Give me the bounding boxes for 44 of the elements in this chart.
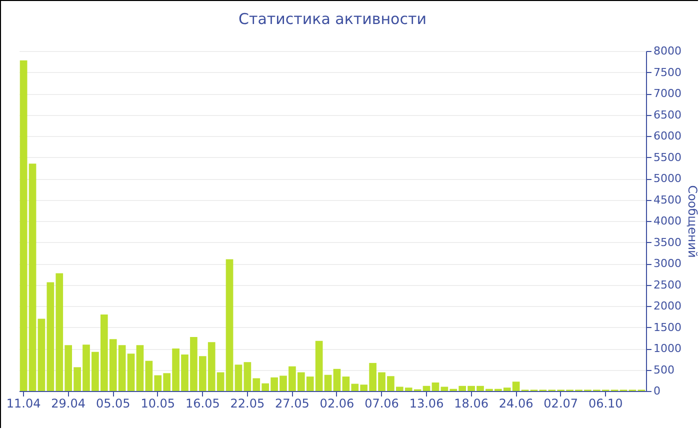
- y-tick-label: 7500: [654, 66, 682, 79]
- x-tick-label: 16.05: [185, 396, 220, 410]
- y-tick-label: 4000: [654, 214, 682, 228]
- x-tick-label: 22.05: [230, 396, 265, 410]
- bar: [20, 60, 28, 391]
- y-tick-label: 5000: [654, 172, 682, 185]
- y-tick-label: 0: [654, 384, 660, 398]
- x-tick-label: 29.04: [51, 396, 86, 410]
- x-tick-label: 05.05: [96, 396, 130, 410]
- bar: [324, 374, 332, 391]
- x-tick-label: 18.06: [454, 396, 488, 410]
- x-tick-label: 10.05: [140, 396, 176, 410]
- y-tick-label: 7000: [654, 87, 682, 100]
- y-tick-label: 500: [654, 363, 674, 376]
- bar: [432, 382, 440, 391]
- x-tick-label: 07.06: [364, 396, 399, 410]
- x-tick-label: 24.06: [498, 396, 534, 410]
- y-tick-label: 5500: [654, 150, 682, 164]
- x-tick-label: 13.06: [409, 396, 444, 410]
- y-tick-label: 2500: [654, 278, 682, 292]
- y-tick-label: 1000: [654, 342, 682, 355]
- bar: [422, 386, 430, 391]
- y-axis-title: Сообщений: [685, 185, 700, 258]
- y-tick-label: 8000: [654, 44, 682, 58]
- bar: [127, 354, 135, 391]
- x-tick-label: 02.07: [544, 396, 578, 410]
- bar: [28, 164, 36, 391]
- y-tick-label: 6500: [654, 108, 682, 122]
- y-tick-label: 3000: [654, 257, 682, 270]
- bar: [234, 364, 242, 391]
- x-tick-label: 11.04: [6, 396, 41, 410]
- y-tick-label: 3500: [654, 236, 682, 249]
- y-tick-label: 6000: [654, 130, 682, 142]
- y-tick-label: 2000: [654, 300, 682, 312]
- y-tick-label: 4500: [654, 193, 682, 206]
- x-tick-label: 27.05: [275, 396, 310, 410]
- bar: [333, 368, 341, 391]
- x-tick-label: 02.06: [320, 396, 354, 410]
- bar: [136, 345, 144, 391]
- bar: [226, 259, 234, 391]
- y-tick-label: 1500: [654, 320, 682, 334]
- bar: [38, 318, 46, 391]
- x-tick-label: 06.10: [588, 396, 623, 410]
- chart-title: Статистика активности: [238, 10, 426, 28]
